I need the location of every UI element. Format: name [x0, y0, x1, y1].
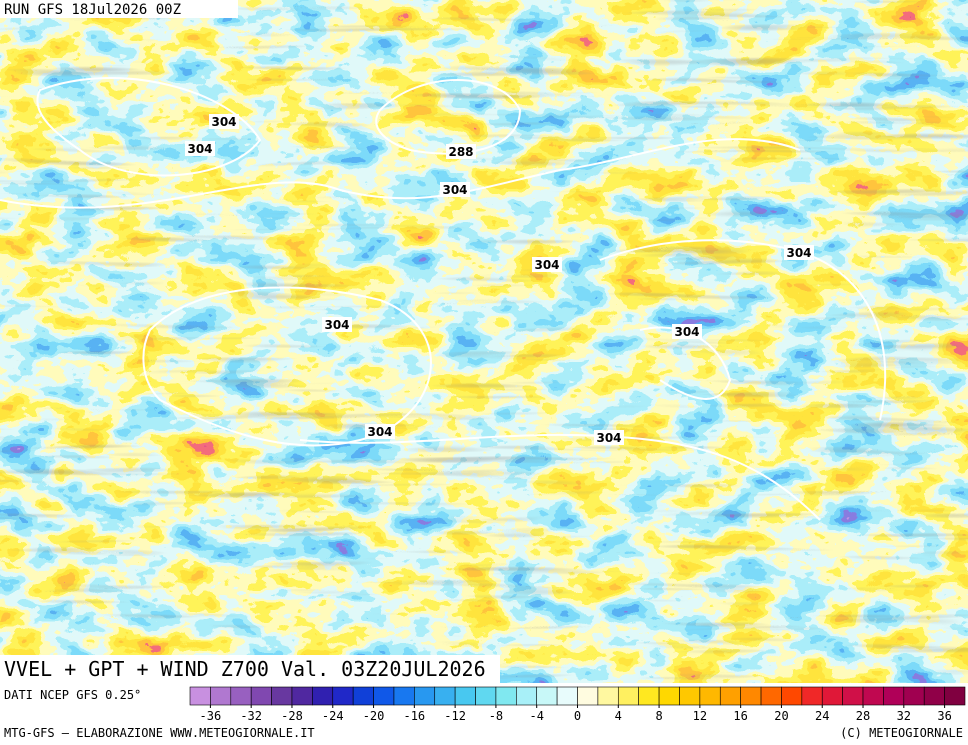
contour-label-bg: [532, 257, 562, 272]
color-box: [781, 686, 803, 706]
color-box: [679, 686, 701, 706]
geopotential-contours: [0, 77, 887, 521]
color-box: [434, 686, 456, 706]
colorbar-tick-label: 24: [815, 709, 829, 723]
contour-label-bg: [209, 114, 239, 129]
color-box: [842, 686, 864, 706]
contour-label: 304: [534, 258, 559, 272]
color-box: [801, 686, 823, 706]
color-box: [536, 686, 558, 706]
color-box: [638, 686, 660, 706]
credit-left: MTG-GFS — ELABORAZIONE WWW.METEOGIORNALE…: [4, 726, 315, 740]
colorbar-tick-label: 8: [655, 709, 662, 723]
colorbar-tick-label: 20: [774, 709, 788, 723]
color-box: [373, 686, 395, 706]
contour-line: [0, 138, 801, 209]
colorbar-tick-label: -32: [240, 709, 262, 723]
contour-label: 304: [187, 142, 212, 156]
color-box: [230, 686, 252, 706]
colorbar-tick-label: 32: [897, 709, 911, 723]
color-box: [271, 686, 293, 706]
color-box: [475, 686, 497, 706]
contour-label-bg: [784, 245, 814, 260]
run-label-box: [0, 0, 238, 18]
color-box: [189, 686, 211, 706]
colorbar-tick-label: -4: [529, 709, 543, 723]
contour-label-bg: [446, 144, 476, 159]
contour-label: 304: [211, 115, 236, 129]
colorbar-tick-label: 36: [937, 709, 951, 723]
colorbar-tick-label: -8: [489, 709, 503, 723]
contour-line: [142, 286, 432, 447]
color-box: [210, 686, 232, 706]
credit-right: (C) METEOGIORNALE: [840, 726, 963, 740]
color-box: [699, 686, 721, 706]
color-box: [903, 686, 925, 706]
wind-streamlines: [0, 0, 968, 683]
contour-label: 288: [448, 145, 473, 159]
contour-label: 304: [596, 431, 621, 445]
color-box: [658, 686, 680, 706]
color-box: [617, 686, 639, 706]
colorbar-tick-label: 12: [693, 709, 707, 723]
colorbar-tick-label: -24: [322, 709, 344, 723]
color-box: [862, 686, 884, 706]
colorbar-tick-label: 16: [733, 709, 747, 723]
color-box: [760, 686, 782, 706]
color-box: [393, 686, 415, 706]
contour-label: 304: [324, 318, 349, 332]
colorbar-tick-label: 4: [615, 709, 622, 723]
color-box: [454, 686, 476, 706]
color-box: [414, 686, 436, 706]
color-box: [740, 686, 762, 706]
color-box: [495, 686, 517, 706]
contour-label: 304: [786, 246, 811, 260]
colorbar-tick-label: -12: [444, 709, 466, 723]
color-box: [944, 686, 966, 706]
color-box: [923, 686, 945, 706]
contour-label-bg: [185, 141, 215, 156]
colorbar-tick-label: -36: [200, 709, 222, 723]
contour-label-bg: [594, 430, 624, 445]
color-box: [556, 686, 578, 706]
color-box: [332, 686, 354, 706]
contour-label-bg: [672, 324, 702, 339]
color-box: [597, 686, 619, 706]
contour-line: [375, 79, 522, 155]
colorbar: -36 -32 -28 -24 -20 -16 -12 -8 -4 0 4 8 12 16 20 24 28 32…: [189, 686, 966, 723]
colorbar-tick-label: -16: [403, 709, 425, 723]
contour-label-bg: [440, 182, 470, 197]
colorbar-tick-label: -28: [281, 709, 303, 723]
run-label: RUN GFS 18Jul2026 00Z: [4, 2, 181, 18]
colorbar-tick-label: 28: [856, 709, 870, 723]
color-box: [821, 686, 843, 706]
contour-labels: 304 304 288 304 304 304 304 304 304 304: [185, 114, 814, 445]
title-box: [0, 655, 500, 683]
color-box: [312, 686, 334, 706]
color-box: [250, 686, 272, 706]
contour-label: 304: [442, 183, 467, 197]
color-box: [719, 686, 741, 706]
color-box: [577, 686, 599, 706]
contour-line: [36, 77, 262, 177]
map-title: VVEL + GPT + WIND Z700 Val. 03Z20JUL2026: [4, 657, 486, 681]
color-box: [291, 686, 313, 706]
contour-label-bg: [365, 424, 395, 439]
contour-label-bg: [322, 317, 352, 332]
color-box: [883, 686, 905, 706]
colorbar-tick-label: 0: [574, 709, 581, 723]
source-label: DATI NCEP GFS 0.25°: [4, 688, 141, 702]
color-box: [516, 686, 538, 706]
colorbar-tick-label: -20: [363, 709, 385, 723]
color-box: [352, 686, 374, 706]
contour-label: 304: [674, 325, 699, 339]
contour-label: 304: [367, 425, 392, 439]
